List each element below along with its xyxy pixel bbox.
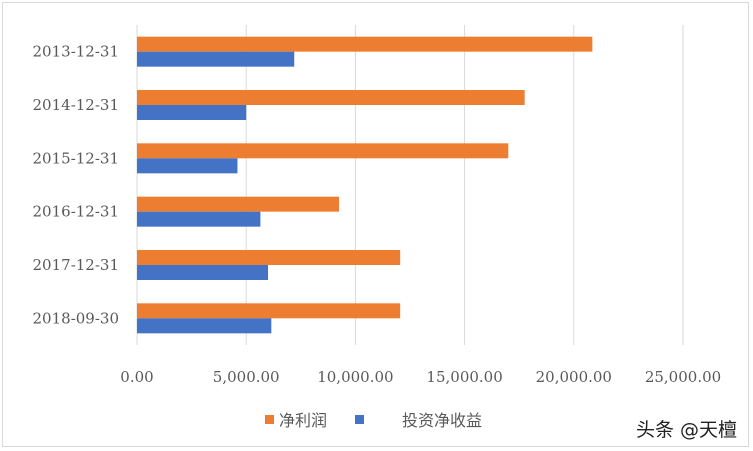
y-category-label: 2018-09-30 — [33, 309, 119, 327]
legend-label: 投资净收益 — [402, 411, 482, 430]
y-category-label: 2013-12-31 — [33, 43, 119, 61]
x-tick-label: 25,000.00 — [645, 368, 721, 386]
legend-swatch — [265, 415, 274, 424]
bar-investment-income — [137, 211, 261, 227]
bar-investment-income — [137, 51, 295, 67]
bar-net-profit — [137, 303, 401, 319]
x-tick-label: 20,000.00 — [536, 368, 612, 386]
y-category-label: 2015-12-31 — [33, 149, 119, 167]
legend-label: 净利润 — [279, 411, 327, 430]
y-category-label: 2014-12-31 — [33, 96, 119, 114]
bar-investment-income — [137, 158, 238, 174]
y-category-label: 2017-12-31 — [33, 256, 119, 274]
bar-net-profit — [137, 196, 340, 212]
bar-investment-income — [137, 318, 272, 334]
bar-net-profit — [137, 90, 525, 105]
bar-net-profit — [137, 36, 593, 52]
bar-investment-income — [137, 105, 247, 120]
x-tick-label: 0.00 — [120, 368, 153, 386]
bar-net-profit — [137, 250, 401, 265]
bar-net-profit — [137, 143, 509, 159]
x-tick-label: 5,000.00 — [213, 368, 280, 386]
y-category-label: 2016-12-31 — [33, 203, 119, 221]
bar-investment-income — [137, 265, 269, 280]
legend-swatch — [355, 415, 364, 424]
x-tick-label: 10,000.00 — [317, 368, 393, 386]
x-tick-label: 15,000.00 — [426, 368, 502, 386]
chart-frame — [2, 2, 749, 447]
